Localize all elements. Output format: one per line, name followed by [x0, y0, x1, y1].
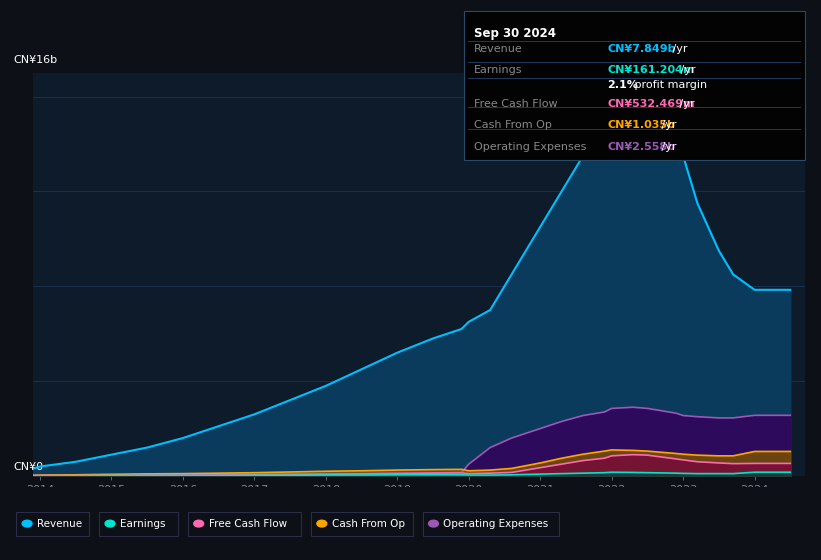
Text: Free Cash Flow: Free Cash Flow — [474, 99, 557, 109]
Text: Cash From Op: Cash From Op — [332, 519, 405, 529]
Text: 2.1%: 2.1% — [608, 80, 639, 90]
Text: Earnings: Earnings — [120, 519, 165, 529]
Text: CN¥532.469m: CN¥532.469m — [608, 99, 695, 109]
Text: Revenue: Revenue — [37, 519, 82, 529]
Text: Cash From Op: Cash From Op — [474, 120, 552, 130]
Text: /yr: /yr — [676, 99, 695, 109]
Text: /yr: /yr — [658, 142, 677, 152]
Text: CN¥7.849b: CN¥7.849b — [608, 44, 676, 54]
Text: Operating Expenses: Operating Expenses — [474, 142, 586, 152]
Text: /yr: /yr — [677, 65, 696, 75]
Text: Earnings: Earnings — [474, 65, 522, 75]
Text: Operating Expenses: Operating Expenses — [443, 519, 548, 529]
Text: CN¥0: CN¥0 — [13, 462, 44, 472]
Text: profit margin: profit margin — [631, 80, 707, 90]
Text: CN¥161.204m: CN¥161.204m — [608, 65, 695, 75]
Text: CN¥16b: CN¥16b — [13, 55, 57, 65]
Text: /yr: /yr — [658, 120, 677, 130]
Text: Revenue: Revenue — [474, 44, 522, 54]
Text: /yr: /yr — [669, 44, 688, 54]
Text: Sep 30 2024: Sep 30 2024 — [474, 27, 556, 40]
Text: Free Cash Flow: Free Cash Flow — [209, 519, 287, 529]
Text: CN¥2.558b: CN¥2.558b — [608, 142, 676, 152]
Text: CN¥1.035b: CN¥1.035b — [608, 120, 676, 130]
